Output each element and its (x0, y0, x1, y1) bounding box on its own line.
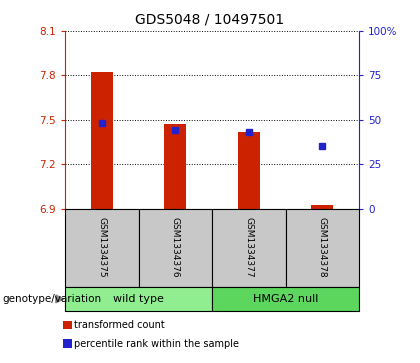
Bar (91, 72, 113, 209)
Bar (238, 132, 260, 209)
Text: GSM1334375: GSM1334375 (97, 217, 106, 278)
Bar (164, 124, 186, 209)
Text: GSM1334377: GSM1334377 (244, 217, 253, 278)
Text: HMGA2 null: HMGA2 null (253, 294, 318, 304)
Text: GSM1334378: GSM1334378 (318, 217, 327, 278)
Text: GSM1334376: GSM1334376 (171, 217, 180, 278)
Bar (311, 205, 333, 209)
Text: genotype/variation: genotype/variation (2, 294, 101, 304)
Text: wild type: wild type (113, 294, 164, 304)
Text: percentile rank within the sample: percentile rank within the sample (74, 339, 239, 349)
Text: GDS5048 / 10497501: GDS5048 / 10497501 (135, 13, 285, 27)
Text: transformed count: transformed count (74, 320, 164, 330)
